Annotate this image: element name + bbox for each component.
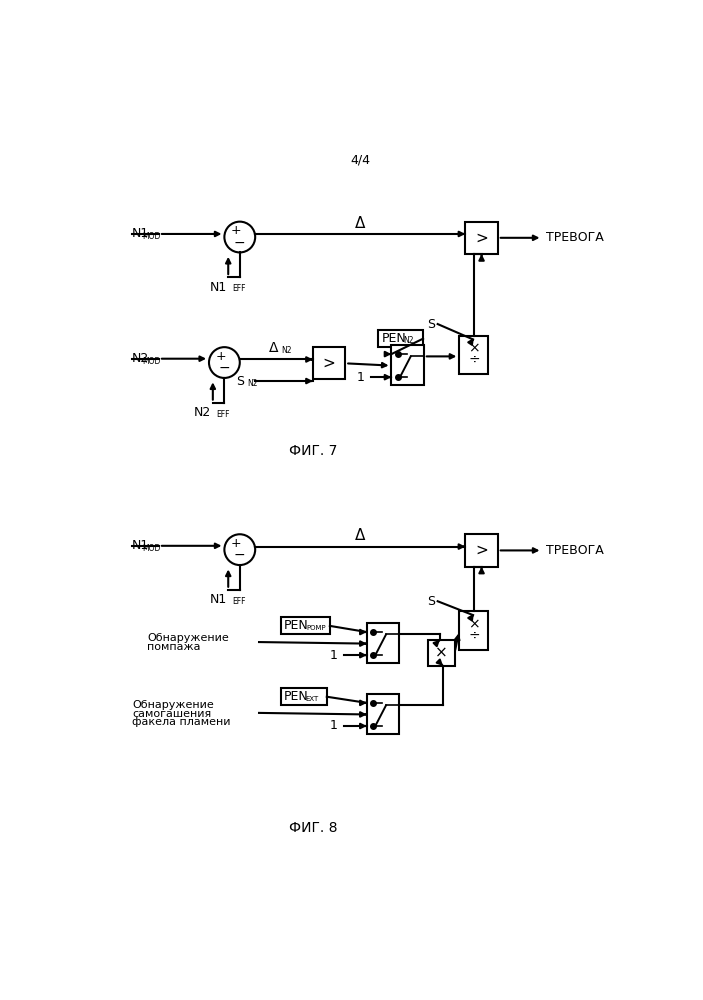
Text: PEN: PEN	[382, 332, 406, 345]
Bar	[378, 330, 423, 347]
Text: 1: 1	[330, 649, 337, 662]
Circle shape	[209, 347, 240, 378]
Text: ×: ×	[435, 645, 448, 660]
Text: факела пламени: факела пламени	[132, 717, 231, 727]
Text: >: >	[475, 543, 488, 558]
Bar	[465, 222, 498, 254]
Text: MOD: MOD	[142, 232, 160, 241]
Bar	[428, 640, 455, 666]
Text: Обнаружение: Обнаружение	[132, 700, 214, 710]
Bar	[280, 688, 327, 705]
Text: +: +	[231, 537, 241, 550]
Text: ТРЕВОГА: ТРЕВОГА	[546, 544, 604, 557]
Text: N2: N2	[281, 346, 292, 355]
Text: ТРЕВОГА: ТРЕВОГА	[546, 231, 604, 244]
Text: самогашения: самогашения	[132, 709, 211, 719]
Bar	[313, 347, 345, 379]
Text: N1: N1	[132, 539, 149, 552]
Bar	[367, 694, 399, 734]
Text: EFF: EFF	[217, 410, 230, 419]
Text: ФИГ. 8: ФИГ. 8	[289, 821, 337, 835]
Text: Δ: Δ	[355, 528, 366, 543]
Text: ÷: ÷	[468, 629, 479, 643]
Text: MOD: MOD	[142, 544, 160, 553]
Text: −: −	[234, 548, 245, 562]
Text: ФИГ. 7: ФИГ. 7	[289, 444, 337, 458]
Text: >: >	[323, 356, 335, 371]
Bar	[392, 345, 424, 385]
Text: EXT: EXT	[305, 696, 318, 702]
Text: 1: 1	[330, 719, 337, 732]
Bar	[459, 611, 489, 650]
Text: +: +	[215, 350, 226, 363]
Text: ×: ×	[468, 342, 479, 356]
Bar	[465, 534, 498, 567]
Text: >: >	[475, 230, 488, 245]
Text: N1: N1	[209, 281, 226, 294]
Text: EFF: EFF	[232, 597, 245, 606]
Text: POMP: POMP	[307, 625, 326, 631]
Text: помпажа: помпажа	[148, 642, 201, 652]
Text: ×: ×	[468, 617, 479, 631]
Text: S: S	[236, 375, 244, 388]
Text: S: S	[427, 318, 435, 331]
Text: Δ: Δ	[355, 216, 366, 231]
Bar	[280, 617, 330, 634]
Text: N2: N2	[247, 379, 258, 388]
Text: MOD: MOD	[142, 357, 160, 366]
Text: ÷: ÷	[468, 353, 479, 367]
Text: N2: N2	[132, 352, 149, 365]
Text: PEN: PEN	[284, 619, 309, 632]
Bar	[459, 336, 489, 374]
Text: +: +	[231, 224, 241, 237]
Text: EFF: EFF	[232, 284, 245, 293]
Text: PEN: PEN	[284, 690, 309, 703]
Text: N1: N1	[132, 227, 149, 240]
Circle shape	[224, 534, 255, 565]
Text: S: S	[427, 595, 435, 608]
Text: 1: 1	[356, 371, 365, 384]
Text: Обнаружение: Обнаружение	[148, 633, 229, 643]
Text: N2: N2	[403, 336, 413, 345]
Text: −: −	[219, 361, 230, 375]
Text: N2: N2	[194, 406, 212, 419]
Text: N1: N1	[209, 593, 226, 606]
Text: 4/4: 4/4	[351, 154, 370, 167]
Circle shape	[224, 222, 255, 252]
Text: −: −	[234, 235, 245, 249]
Text: Δ: Δ	[269, 341, 278, 355]
Bar	[367, 623, 399, 663]
